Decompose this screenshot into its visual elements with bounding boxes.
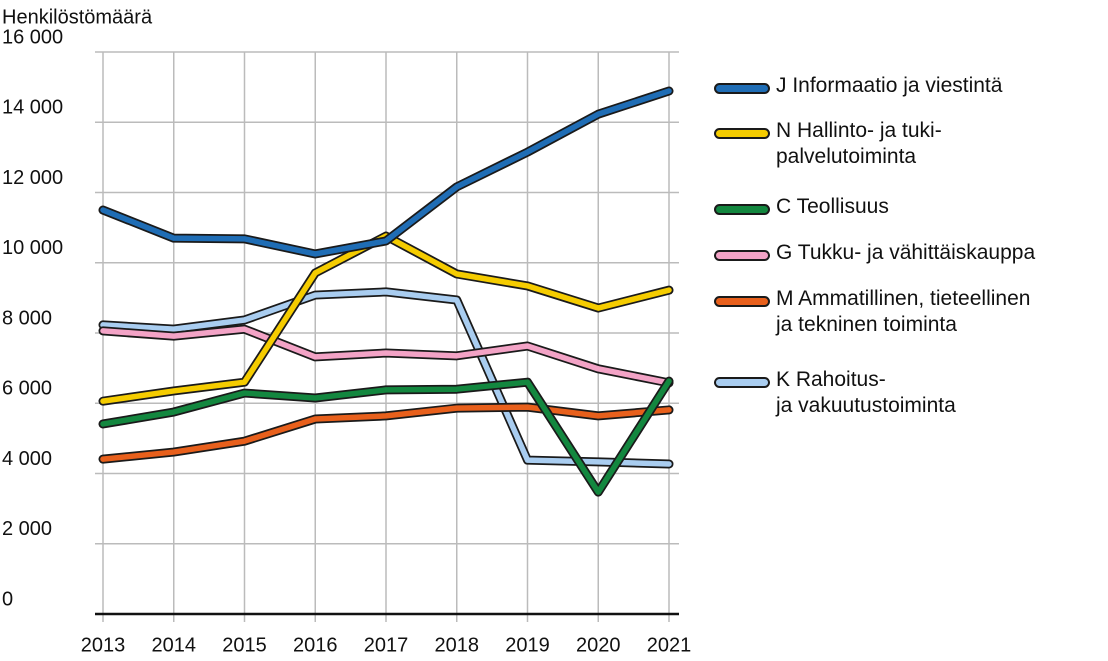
legend-swatch xyxy=(714,204,770,215)
y-tick-label: 2 000 xyxy=(2,518,52,540)
x-tick-label: 2015 xyxy=(222,634,267,656)
legend-swatch xyxy=(714,296,770,307)
legend-swatch xyxy=(714,83,770,94)
y-tick-label: 16 000 xyxy=(2,26,63,48)
x-tick-label: 2017 xyxy=(364,634,409,656)
y-tick-label: 4 000 xyxy=(2,448,52,470)
y-tick-label: 12 000 xyxy=(2,167,63,189)
y-tick-label: 8 000 xyxy=(2,307,52,329)
y-tick-label: 0 xyxy=(2,588,13,610)
y-tick-label: 14 000 xyxy=(2,97,63,119)
line xyxy=(100,378,672,495)
legend-label: C Teollisuus xyxy=(776,195,889,218)
x-tick-label: 2016 xyxy=(293,634,338,656)
y-tick-label: 10 000 xyxy=(2,237,63,259)
x-tick-label: 2021 xyxy=(647,634,692,656)
legend-label: K Rahoitus- ja vakuutustoiminta xyxy=(776,368,956,417)
legend-swatch xyxy=(714,377,770,388)
legend-label: G Tukku- ja vähittäiskauppa xyxy=(776,241,1036,264)
x-tick-label: 2014 xyxy=(152,634,197,656)
y-tick-label: 6 000 xyxy=(2,378,52,400)
legend-swatch xyxy=(714,128,770,139)
legend-label: J Informaatio ja viestintä xyxy=(776,74,1003,97)
x-tick-label: 2020 xyxy=(576,634,621,656)
legend-swatch xyxy=(714,250,770,261)
y-axis-label: Henkilöstömäärä xyxy=(2,6,153,28)
line xyxy=(100,326,672,386)
legend-label: M Ammatillinen, tieteellinen ja tekninen… xyxy=(776,287,1031,336)
line xyxy=(100,88,672,257)
legend-label: N Hallinto- ja tuki- palvelutoiminta xyxy=(776,119,942,168)
x-tick-label: 2018 xyxy=(435,634,480,656)
x-tick-label: 2013 xyxy=(81,634,126,656)
x-tick-label: 2019 xyxy=(505,634,550,656)
line xyxy=(100,404,672,462)
